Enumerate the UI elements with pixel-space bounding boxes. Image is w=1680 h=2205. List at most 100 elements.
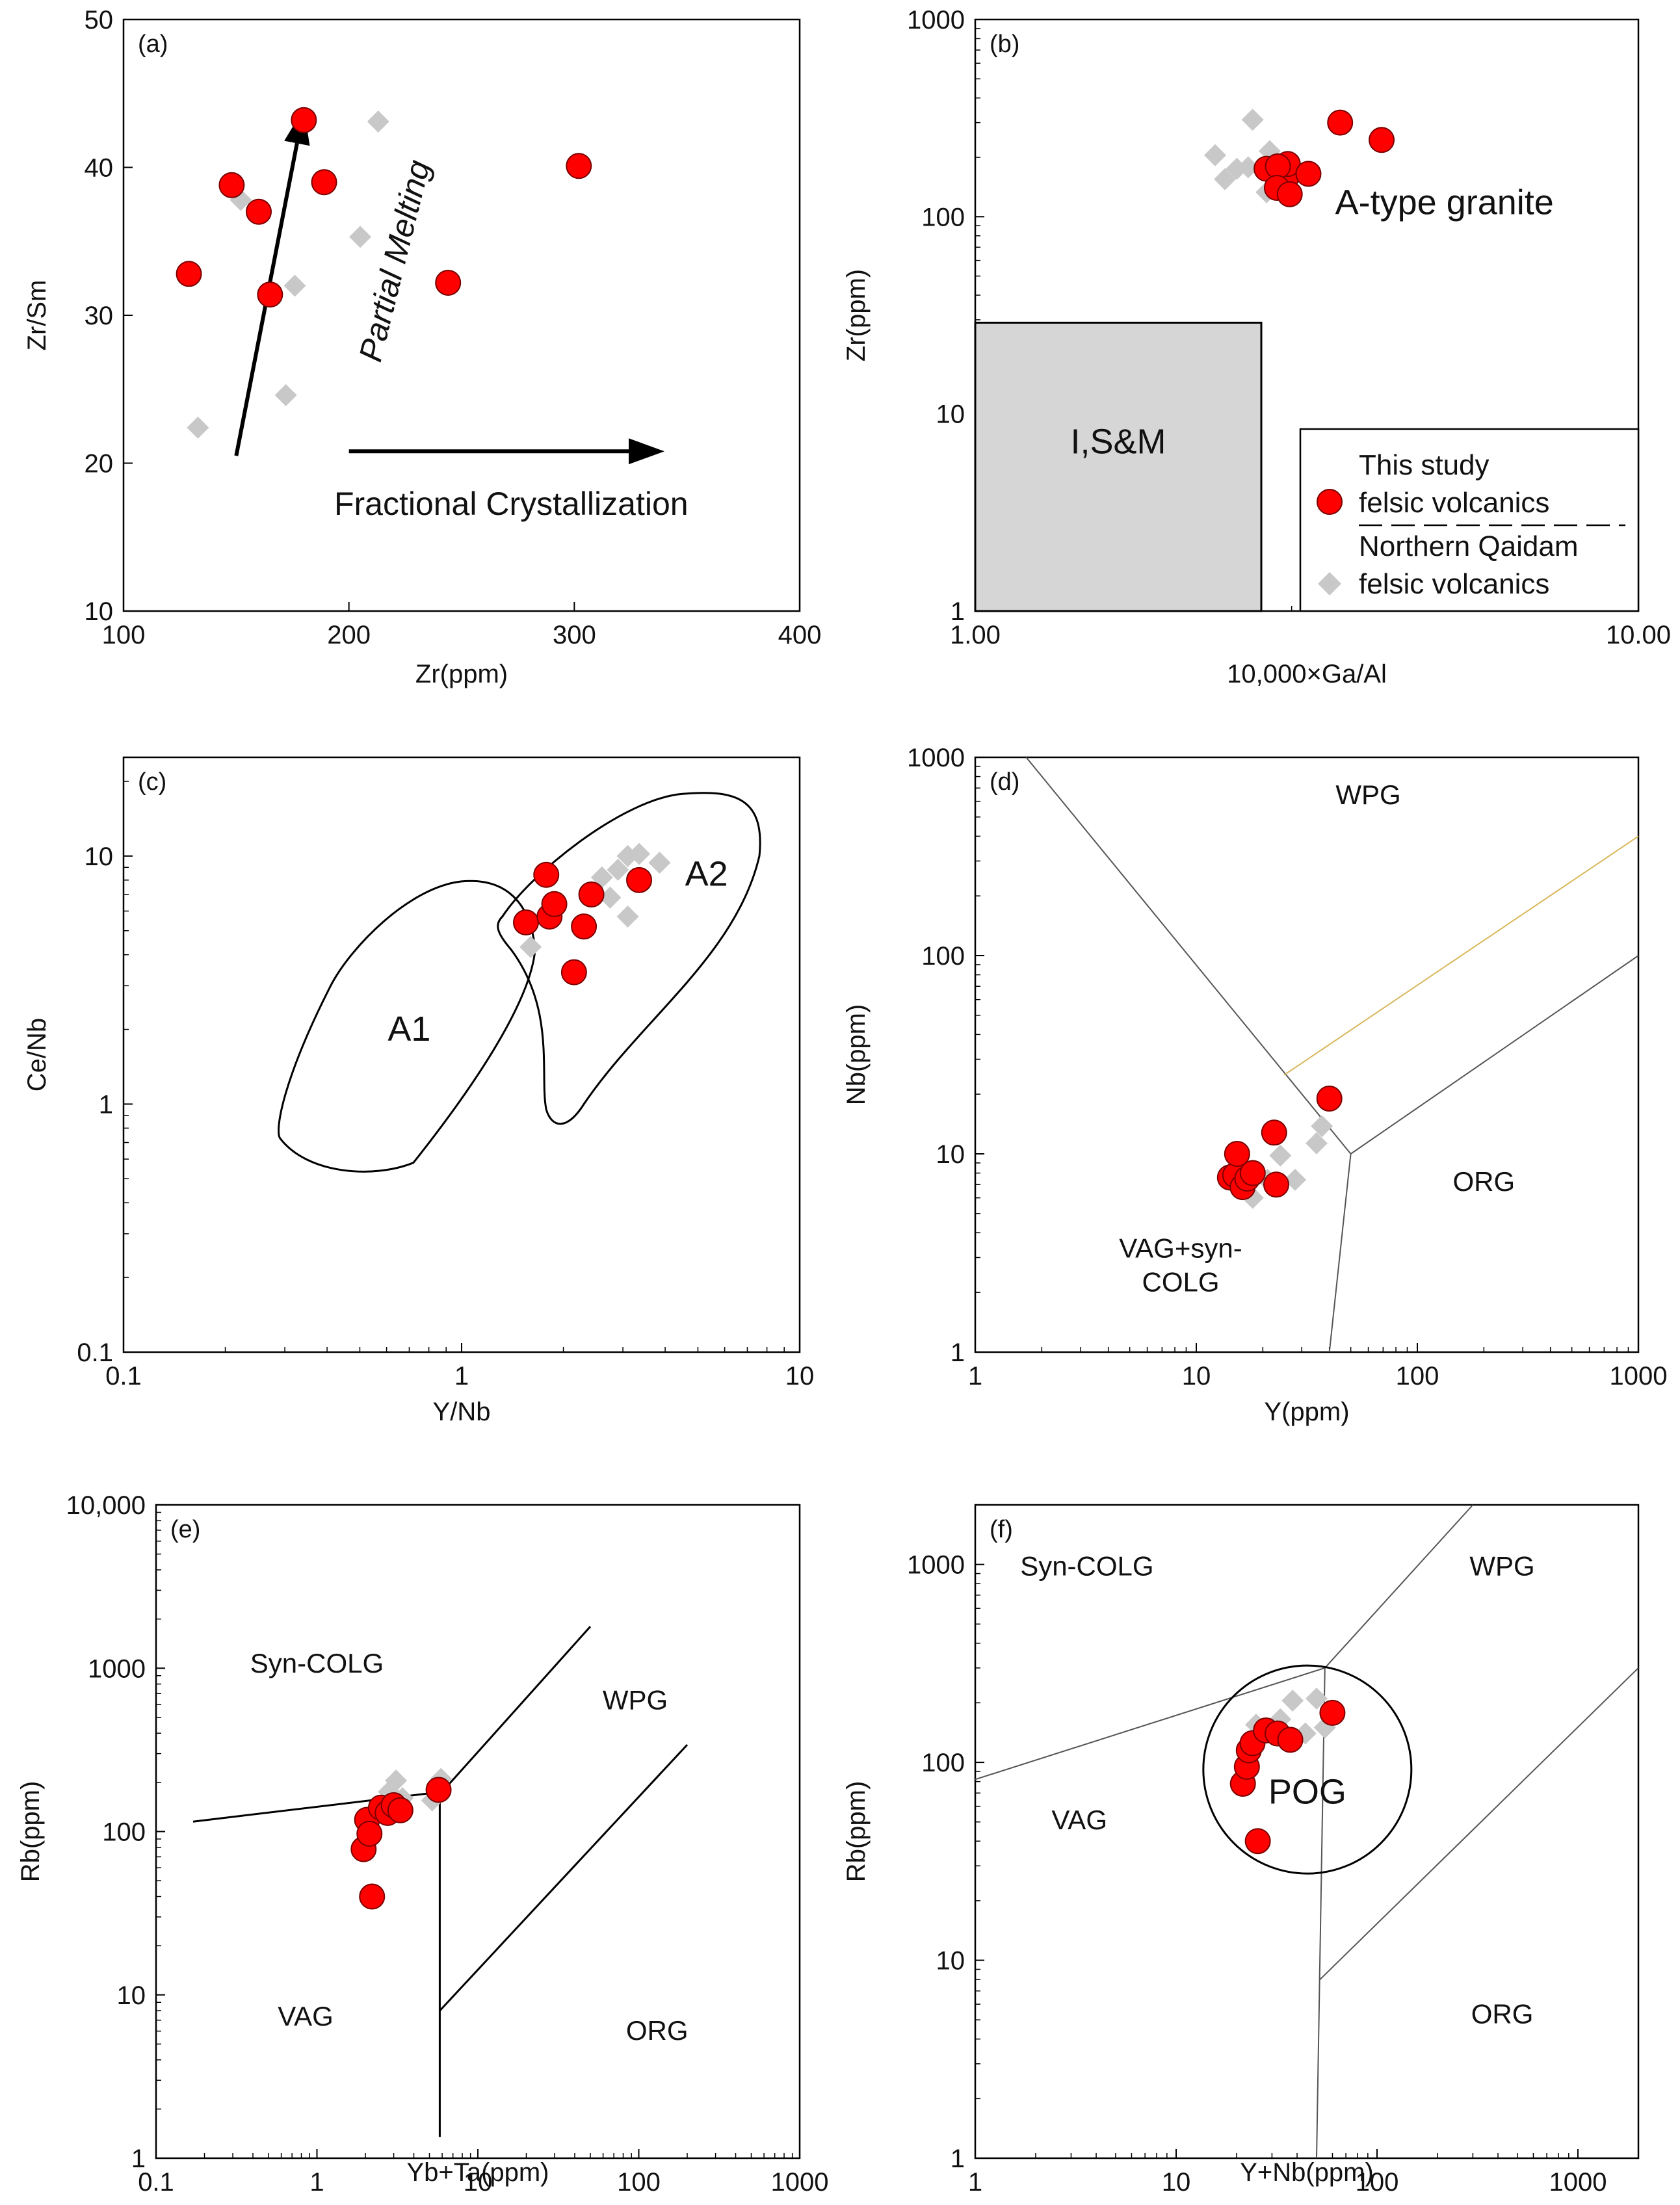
data-point-northern-qaidam <box>283 274 306 297</box>
data-point-northern-qaidam <box>1284 1168 1307 1191</box>
data-point-this-study <box>1239 1160 1266 1186</box>
data-point-this-study <box>425 1777 452 1803</box>
x-tick-label: 1 <box>968 1362 982 1390</box>
data-point-this-study <box>218 172 245 198</box>
data-point-this-study <box>1276 181 1303 207</box>
y-tick-label: 1000 <box>907 6 965 34</box>
data-point-this-study <box>1316 1085 1343 1112</box>
data-point-this-study <box>257 281 283 308</box>
data-point-northern-qaidam <box>1203 144 1226 166</box>
y-tick-label: 1 <box>951 597 965 626</box>
axes: 1 10 100 1000 1 10 100 1000 <box>907 744 1667 1390</box>
panel-label: (a) <box>138 31 168 58</box>
y-tick-label: 0.1 <box>77 1338 113 1367</box>
boundary-dashed-wpg <box>1283 835 1639 1076</box>
x-tick-label: 100 <box>102 621 146 649</box>
data-point-this-study <box>1263 1171 1289 1198</box>
boundary-syncolg-vag <box>975 1667 1326 1781</box>
field-label-ism: I,S&M <box>1070 423 1166 462</box>
data-point-this-study <box>560 959 587 985</box>
data-point-northern-qaidam <box>616 905 639 928</box>
field-label-org: ORG <box>626 2015 689 2046</box>
y-tick-label: 30 <box>85 302 114 330</box>
series-this-study <box>176 107 592 308</box>
field-a2-outline <box>497 792 761 1125</box>
data-point-this-study <box>1369 127 1395 153</box>
data-point-this-study <box>541 891 568 917</box>
field-label-org: ORG <box>1453 1166 1516 1197</box>
x-tick-label: 1 <box>968 2168 982 2197</box>
x-tick-label: 100 <box>1356 2168 1399 2197</box>
fractional-crystallization-label: Fractional Crystallization <box>334 486 689 522</box>
field-label-syn-colg: Syn-COLG <box>250 1648 384 1678</box>
data-point-this-study <box>1244 1828 1271 1855</box>
x-tick-label: 0.1 <box>138 2168 174 2197</box>
data-point-this-study <box>246 198 272 225</box>
data-point-this-study <box>571 913 597 940</box>
field-label-vag-syn-colg-line1: VAG+syn- <box>1119 1233 1242 1263</box>
boundary-vag-org <box>1316 1667 1326 2159</box>
legend-marker-northern-qaidam <box>1318 572 1341 595</box>
y-axis-title: Rb(ppm) <box>842 1781 871 1883</box>
y-tick-label: 10 <box>936 1140 965 1169</box>
x-tick-label: 100 <box>1396 1362 1439 1390</box>
data-point-northern-qaidam <box>616 844 639 867</box>
x-axis-title: Zr(ppm) <box>415 660 508 688</box>
data-point-northern-qaidam <box>385 1769 408 1792</box>
data-point-northern-qaidam <box>1269 1144 1292 1167</box>
y-tick-label: 1000 <box>907 1551 965 1580</box>
y-tick-label: 1 <box>131 2145 146 2173</box>
data-point-this-study <box>435 269 462 296</box>
data-point-northern-qaidam <box>367 110 389 133</box>
discrimination-lines <box>192 1626 689 2137</box>
boundary-wpg-org <box>1350 955 1639 1155</box>
x-tick-label: 0.1 <box>105 1362 142 1390</box>
x-tick-label: 1.00 <box>950 621 1001 649</box>
boundary-syncolg-wpg <box>441 1626 592 1793</box>
series-this-study <box>350 1777 452 1910</box>
series-this-study <box>1229 1699 1346 1855</box>
data-point-this-study <box>1319 1699 1346 1726</box>
data-point-this-study <box>1277 1727 1304 1753</box>
series-this-study <box>512 861 653 985</box>
axes: 1.00 10.00 1 10 100 1000 <box>907 6 1671 649</box>
field-a1-outline <box>278 880 536 1173</box>
y-tick-label: 10 <box>85 597 114 626</box>
discrimination-lines <box>1025 757 1639 1353</box>
series-this-study <box>1253 109 1395 207</box>
field-label-org: ORG <box>1471 1999 1534 2029</box>
data-point-northern-qaidam <box>1311 1115 1333 1138</box>
boundary-syncolg-wpg <box>1324 1504 1474 1669</box>
y-tick-label: 10 <box>936 1947 965 1976</box>
x-axis-title: 10,000×Ga/Al <box>1227 660 1387 688</box>
x-axis-title: Y(ppm) <box>1264 1398 1349 1426</box>
field-label-vag: VAG <box>1051 1805 1107 1835</box>
plot-frame <box>974 756 1640 1353</box>
x-tick-label: 1 <box>309 2168 324 2197</box>
series-northern-qaidam <box>187 110 389 439</box>
legend-marker-this-study <box>1317 489 1343 515</box>
series-northern-qaidam <box>519 842 671 958</box>
y-tick-label: 10 <box>936 400 965 429</box>
data-point-this-study <box>626 867 653 893</box>
legend-box <box>1299 428 1640 612</box>
y-tick-label: 40 <box>85 154 114 183</box>
y-tick-label: 100 <box>921 942 965 971</box>
data-point-northern-qaidam <box>1305 1687 1328 1710</box>
x-tick-label: 200 <box>327 621 371 649</box>
data-point-this-study <box>311 169 337 196</box>
field-label-vag-syn-colg: VAG+syn-COLG <box>1119 1233 1242 1297</box>
y-tick-label: 10 <box>85 842 114 871</box>
plot-frame <box>974 1504 1640 2159</box>
data-point-northern-qaidam <box>274 384 297 406</box>
data-point-northern-qaidam <box>607 859 629 881</box>
field-ism <box>974 321 1263 612</box>
field-label-pog: POG <box>1268 1772 1346 1811</box>
field-label-wpg: WPG <box>1335 779 1400 810</box>
boundary-wpg-org <box>1319 1667 1639 1980</box>
data-point-northern-qaidam <box>1305 1132 1328 1155</box>
data-point-this-study <box>533 861 560 888</box>
data-point-northern-qaidam <box>1281 1690 1304 1712</box>
